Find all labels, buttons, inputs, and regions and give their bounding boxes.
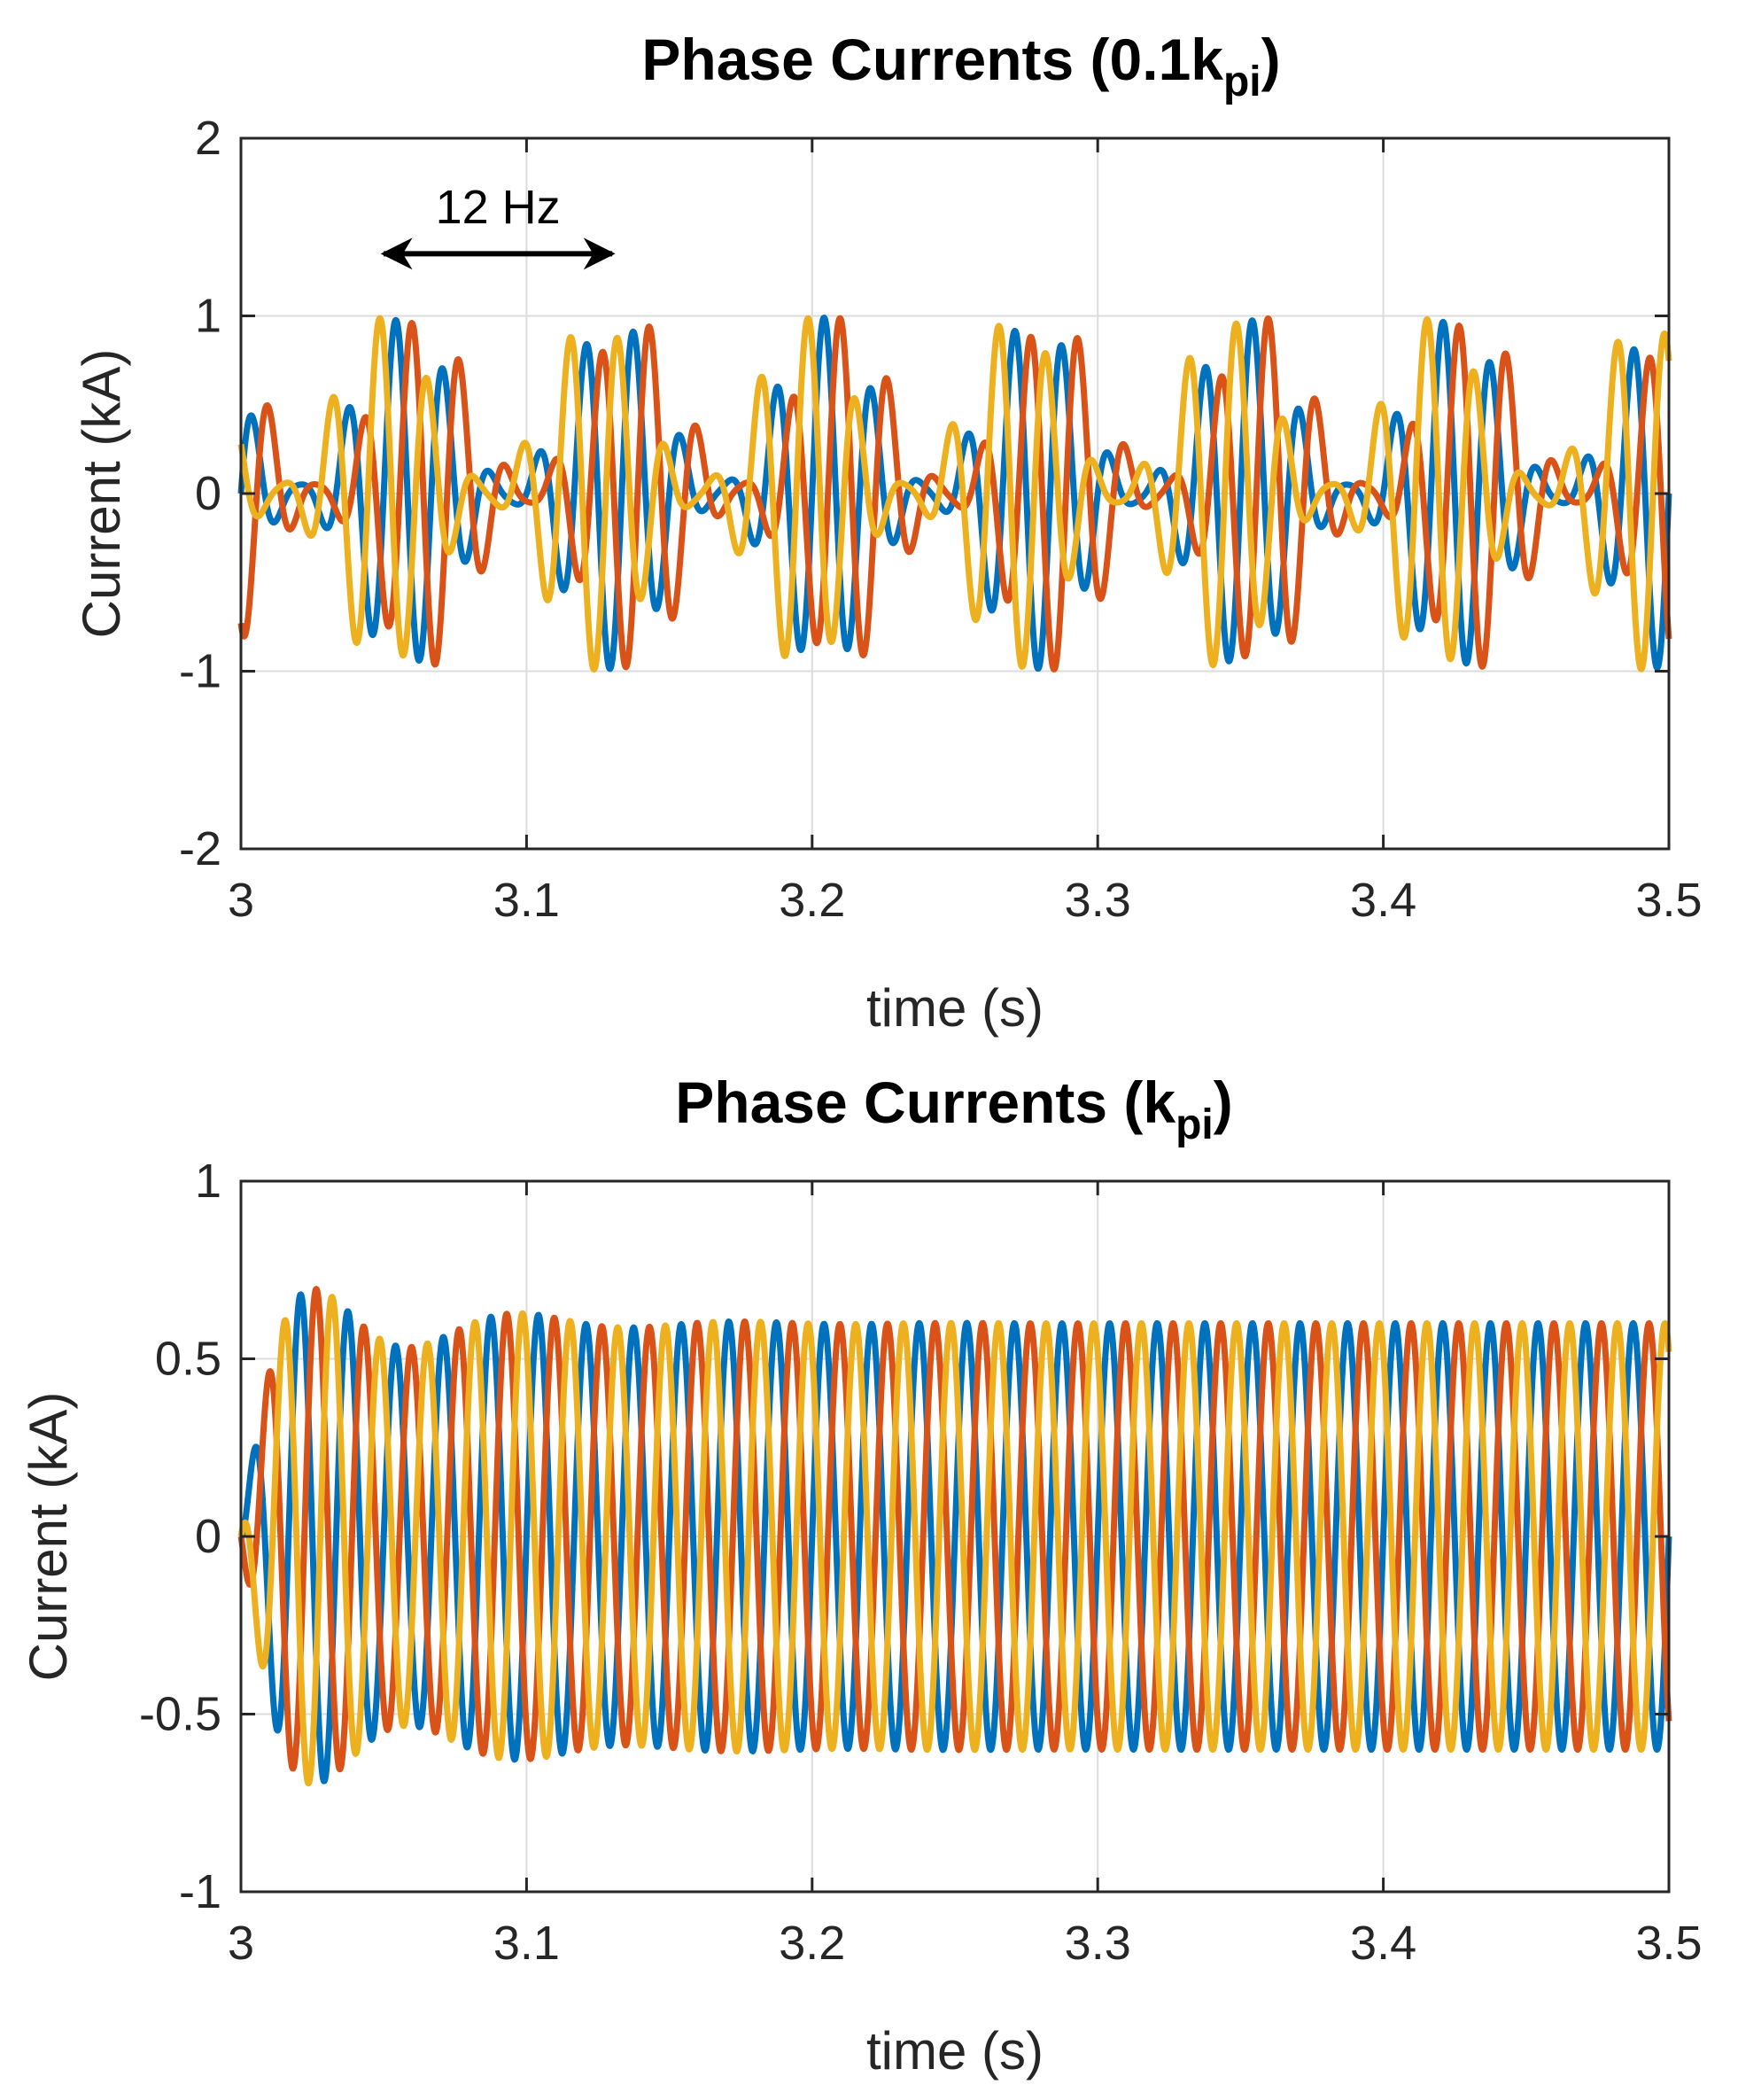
chart-bottom-series-2 — [237, 1286, 1672, 1773]
chart-top-xlabel: time (s) — [866, 978, 1044, 1038]
chart-top-xtick-label: 3 — [228, 874, 254, 927]
chart-bottom-ytick-label: 0.5 — [155, 1333, 221, 1386]
beat-frequency-label: 12 Hz — [436, 181, 561, 234]
chart-bottom-series — [237, 1286, 1672, 1787]
chart-bottom-ytick-label: -1 — [179, 1865, 221, 1918]
chart-top-ytick-label: 1 — [195, 290, 221, 343]
chart-top-ticks: 3 3.1 3.2 3.3 3.4 3.5 -2 -1 0 1 2 — [179, 112, 1703, 927]
chart-bottom-ytick-label: 0 — [195, 1510, 221, 1563]
chart-top-series-1 — [237, 315, 1672, 673]
chart-bottom-xtick-label: 3.2 — [779, 1917, 845, 1970]
chart-bottom-xtick-label: 3.3 — [1065, 1917, 1131, 1970]
chart-bottom-ytick-label: -0.5 — [139, 1688, 221, 1741]
chart-top: Phase Currents (0.1kpi) 3 3.1 3.2 3.3 3.4 3.5… — [72, 27, 1703, 1038]
chart-bottom-xtick-label: 3 — [228, 1917, 254, 1970]
chart-bottom-ylabel: Current (kA) — [19, 1392, 78, 1682]
chart-bottom-title: Phase Currents (kpi) — [675, 1069, 1233, 1148]
chart-bottom-series-3 — [237, 1294, 1672, 1787]
chart-top-annotation: 12 Hz — [380, 181, 616, 270]
chart-top-ytick-label: 2 — [195, 112, 221, 165]
chart-top-xtick-label: 3.4 — [1350, 874, 1416, 927]
chart-top-xtick-label: 3.5 — [1635, 874, 1702, 927]
chart-bottom-xtick-label: 3.5 — [1635, 1917, 1702, 1970]
chart-top-series — [237, 315, 1672, 673]
chart-top-ylabel: Current (kA) — [72, 349, 131, 639]
chart-bottom-ticks: 3 3.1 3.2 3.3 3.4 3.5 -1 -0.5 0 0.5 1 — [139, 1155, 1703, 1970]
chart-bottom-ytick-label: 1 — [195, 1155, 221, 1208]
chart-bottom-series-1 — [238, 1291, 1672, 1785]
chart-top-series-2 — [237, 315, 1672, 673]
chart-top-title-subscript: pi — [1223, 58, 1261, 105]
chart-bottom: Phase Currents (kpi) 3 3.1 3.2 3.3 3.4 3.5 -1 -… — [19, 1069, 1703, 2081]
chart-top-title: Phase Currents (0.1kpi) — [641, 27, 1280, 105]
chart-top-ytick-label: 0 — [195, 467, 221, 520]
chart-top-xtick-label: 3.2 — [779, 874, 845, 927]
chart-top-ytick-label: -1 — [179, 645, 221, 698]
chart-top-series-3 — [237, 315, 1672, 673]
chart-top-xtick-label: 3.3 — [1065, 874, 1131, 927]
chart-top-xtick-label: 3.1 — [493, 874, 560, 927]
chart-bottom-xtick-label: 3.4 — [1350, 1917, 1416, 1970]
chart-bottom-title-subscript: pi — [1175, 1101, 1214, 1148]
chart-bottom-xlabel: time (s) — [866, 2021, 1044, 2081]
chart-top-ytick-label: -2 — [179, 822, 221, 875]
chart-bottom-xtick-label: 3.1 — [493, 1917, 560, 1970]
